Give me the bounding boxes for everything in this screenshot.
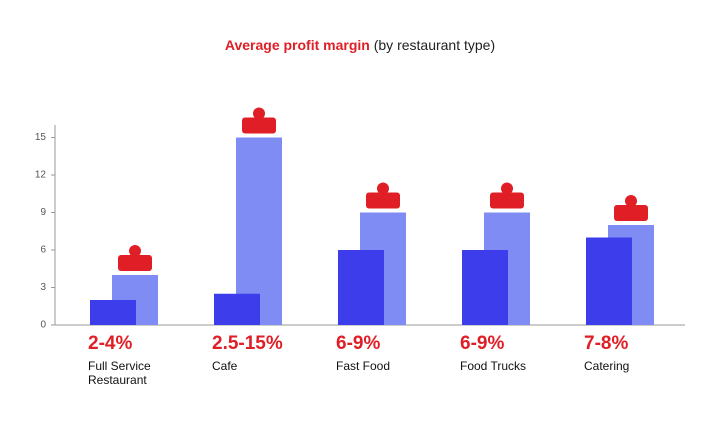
y-tick-label: 15 <box>35 132 47 143</box>
range-label: 6-9% <box>336 333 381 354</box>
icon <box>118 245 152 271</box>
x-tick-label: Fast Food <box>336 359 391 373</box>
x-tick-label: Cafe <box>212 359 238 373</box>
x-tick-label: Catering <box>584 359 630 373</box>
bar <box>462 250 508 325</box>
y-tick-label: 9 <box>40 207 46 218</box>
y-tick-label: 12 <box>35 170 47 181</box>
range-label: 2.5-15% <box>212 333 283 354</box>
range-label: 6-9% <box>460 333 505 354</box>
bar <box>90 300 136 325</box>
icon <box>242 107 276 134</box>
icon <box>366 182 400 209</box>
y-tick-label: 3 <box>40 282 46 293</box>
range-label: 7-8% <box>584 333 629 354</box>
y-tick-label: 0 <box>40 320 46 331</box>
bar <box>586 237 632 325</box>
range-label: 2-4% <box>88 333 133 354</box>
y-tick-label: 6 <box>40 245 46 256</box>
chart-title: Average profit margin <box>225 37 370 53</box>
x-tick-label: Full Service Restaurant <box>88 359 151 387</box>
bar <box>338 250 384 325</box>
bar <box>214 293 260 325</box>
x-tick-label: Food Trucks <box>460 359 527 373</box>
chart-subtitle: (by restaurant type) <box>374 37 495 53</box>
icon <box>614 195 648 221</box>
title-line: Average profit margin (by restaurant typ… <box>225 37 495 53</box>
icon <box>490 182 524 209</box>
